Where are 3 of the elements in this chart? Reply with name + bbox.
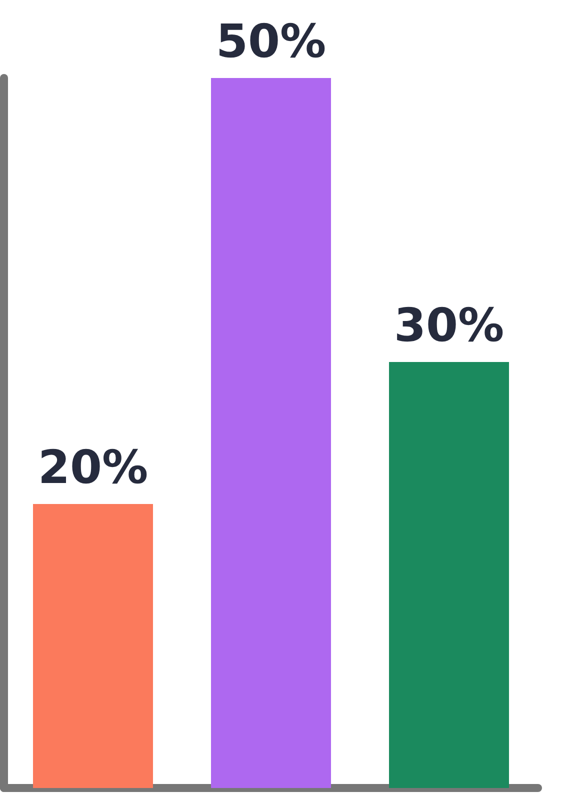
data-label: 30% xyxy=(394,298,504,352)
data-label: 50% xyxy=(216,14,326,68)
data-label: 20% xyxy=(38,440,148,494)
